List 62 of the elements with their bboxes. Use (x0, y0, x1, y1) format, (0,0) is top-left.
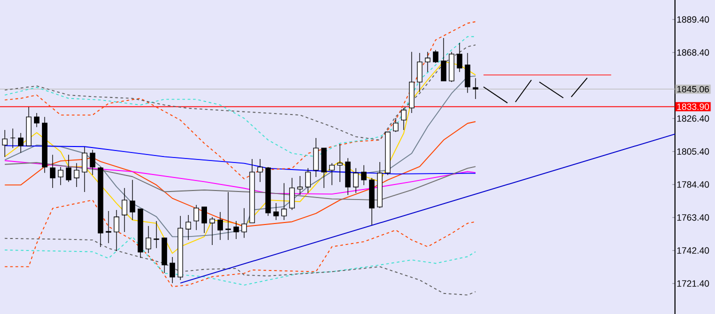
candlestick (82, 146, 88, 192)
candlestick (416, 52, 422, 92)
candlestick (400, 108, 406, 130)
line-series (4, 44, 476, 140)
candlestick (329, 162, 335, 186)
candlestick (289, 178, 295, 210)
y-tick-label: 1763.40 (677, 214, 709, 221)
candlestick (122, 188, 128, 232)
line-series (4, 162, 476, 201)
candlestick (18, 132, 24, 154)
line-series (4, 238, 476, 296)
candlestick (114, 210, 120, 252)
ref-line-label: 1845.06 (677, 86, 709, 92)
candlestick (146, 226, 152, 254)
candlestick (225, 192, 231, 240)
y-tick-label: 1868.40 (677, 49, 709, 56)
candlestick (2, 130, 8, 158)
candlestick (186, 214, 192, 240)
candlestick (58, 166, 64, 186)
y-tick-label: 1742.40 (677, 247, 709, 254)
line-series (4, 236, 476, 286)
candlestick (440, 38, 446, 82)
candlestick (313, 138, 319, 178)
candlestick (361, 164, 367, 186)
candlestick (233, 220, 239, 240)
candlestick (130, 180, 136, 220)
y-tick-label: 1889.40 (677, 16, 709, 23)
candlestick (154, 220, 160, 248)
line-series (4, 160, 476, 195)
candlestick (106, 210, 112, 244)
candlestick (281, 182, 287, 220)
y-tick-label: 1805.40 (677, 148, 709, 155)
y-tick-label: 1721.40 (677, 280, 709, 287)
line-series (4, 200, 476, 288)
candlestick (273, 202, 279, 220)
candlestick (241, 208, 247, 238)
candlestick (353, 168, 359, 194)
candlestick (10, 128, 16, 148)
candlestick (74, 162, 80, 188)
candlestick (305, 168, 311, 194)
ref-line-label: 1833.90 (677, 103, 709, 110)
candlestick (217, 212, 223, 240)
candlestick (202, 206, 207, 234)
candlestick (210, 216, 215, 246)
candlestick (297, 176, 303, 196)
candlestick (170, 256, 176, 284)
candlestick (472, 78, 478, 100)
candlestick (90, 150, 96, 176)
candlestick (50, 154, 56, 188)
line-series (4, 21, 476, 180)
y-tick-label: 1784.40 (677, 181, 709, 188)
candlestick (393, 118, 398, 132)
candlestick (464, 52, 470, 94)
candlestick (432, 50, 438, 64)
candlestick (456, 42, 462, 72)
candlestick (257, 158, 263, 182)
candlestick (194, 204, 200, 230)
y-tick-label: 1826.40 (677, 115, 709, 122)
candlestick (337, 144, 343, 182)
candlestick (424, 52, 430, 72)
candlestick (34, 112, 40, 128)
candlestick (66, 154, 72, 182)
